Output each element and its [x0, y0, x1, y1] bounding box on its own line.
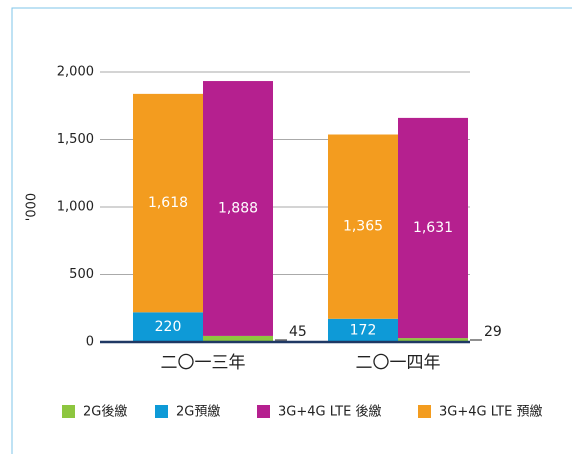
legend-swatch [418, 405, 431, 418]
legend-swatch [155, 405, 168, 418]
bar-segment [328, 134, 398, 319]
data-label: 1,365 [343, 219, 383, 235]
bar-segment [133, 93, 203, 313]
data-label: 1,618 [148, 195, 188, 211]
bar-segment [398, 338, 468, 342]
legend-swatch [62, 405, 75, 418]
bar-segment [203, 81, 273, 336]
data-label: 29 [484, 324, 502, 340]
y-tick-label: 1,000 [57, 200, 94, 215]
data-label: 1,631 [413, 220, 453, 236]
y-tick-label: 0 [86, 335, 94, 350]
x-tick-label: 二〇一三年 [161, 353, 246, 373]
bar-segment [133, 312, 203, 342]
data-label: 1,888 [218, 200, 258, 216]
legend-label: 3G+4G LTE 後繳 [278, 405, 381, 420]
bar-segment [203, 335, 273, 342]
data-label: 172 [350, 322, 377, 338]
legend-label: 3G+4G LTE 預繳 [439, 405, 542, 420]
y-tick-label: 2,000 [57, 65, 94, 80]
legend-label: 2G後繳 [83, 405, 127, 420]
legend-swatch [257, 405, 270, 418]
bar-segment [398, 117, 468, 339]
y-tick-label: 1,500 [57, 132, 94, 147]
y-axis-label: '000 [25, 193, 40, 221]
y-tick-label: 500 [69, 267, 94, 282]
data-label: 220 [155, 319, 182, 335]
bar-segment [328, 318, 398, 342]
x-tick-label: 二〇一四年 [356, 353, 441, 373]
data-label: 45 [289, 324, 307, 340]
frame [11, 7, 572, 454]
legend-label: 2G預繳 [176, 405, 220, 420]
